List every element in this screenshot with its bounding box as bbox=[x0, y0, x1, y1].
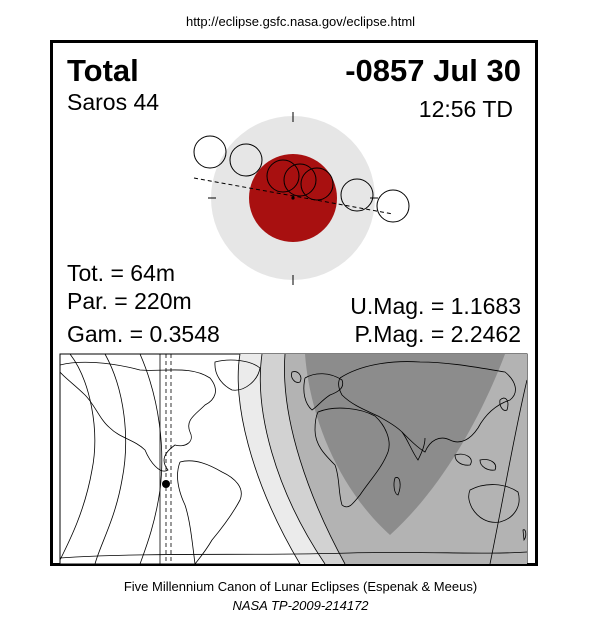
totality-visible-region bbox=[305, 354, 505, 535]
footer-publication: NASA TP-2009-214172 bbox=[232, 598, 369, 613]
eclipse-date: -0857 Jul 30 bbox=[345, 53, 521, 88]
source-url[interactable]: http://eclipse.gsfc.nasa.gov/eclipse.htm… bbox=[185, 14, 416, 29]
greatest-eclipse-time: 12:56 TD bbox=[418, 96, 513, 122]
penumbral-magnitude: P.Mag. = 2.2462 bbox=[354, 321, 521, 347]
eclipse-type: Total bbox=[67, 53, 139, 88]
moon-position bbox=[340, 178, 374, 212]
moon-position bbox=[266, 159, 300, 193]
moon-position bbox=[376, 189, 410, 223]
totality-duration: Tot. = 64m bbox=[67, 260, 176, 286]
moon-position bbox=[193, 135, 227, 169]
moon-position bbox=[300, 167, 334, 201]
moon-position bbox=[229, 143, 263, 177]
shadow-center bbox=[291, 196, 295, 200]
footer-canon-title: Five Millennium Canon of Lunar Eclipses … bbox=[123, 579, 478, 594]
moon-position bbox=[283, 163, 317, 197]
visibility-map bbox=[59, 353, 528, 565]
greatest-eclipse-point bbox=[162, 480, 170, 488]
shadow-diagram bbox=[193, 112, 410, 285]
partial-duration: Par. = 220m bbox=[67, 288, 192, 314]
coastlines bbox=[60, 359, 527, 564]
umbral-magnitude: U.Mag. = 1.1683 bbox=[350, 293, 521, 319]
gamma-value: Gam. = 0.3548 bbox=[67, 321, 220, 347]
saros-number: Saros 44 bbox=[67, 89, 160, 115]
moon-path-line bbox=[193, 177, 394, 215]
